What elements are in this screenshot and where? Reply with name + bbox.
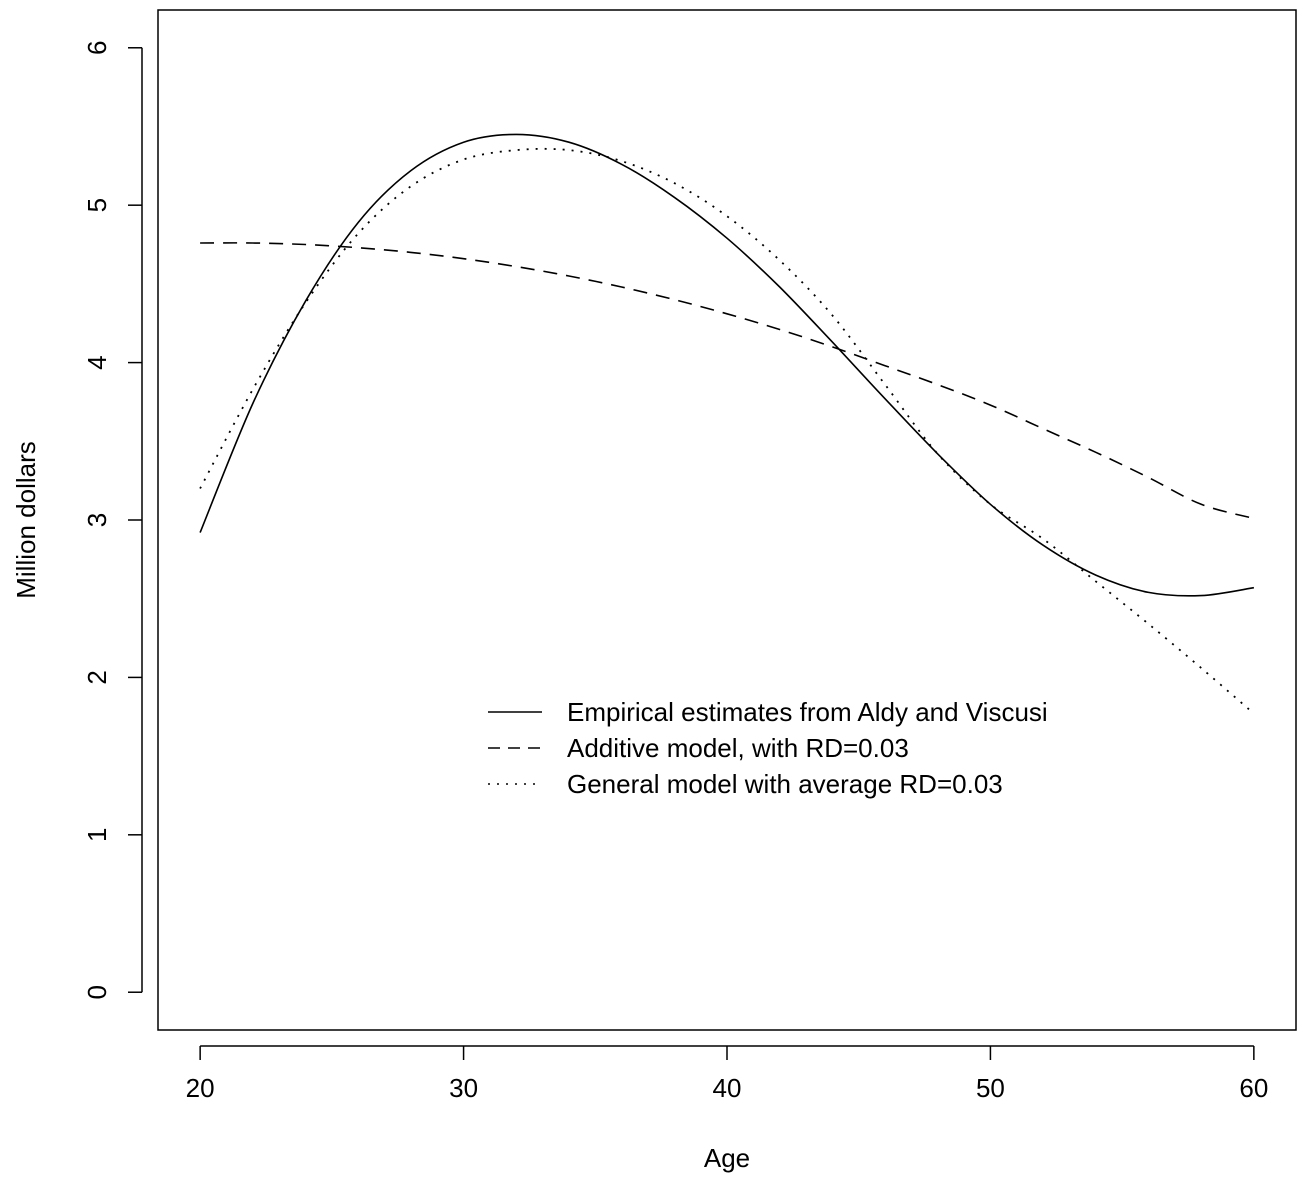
legend: Empirical estimates from Aldy and Viscus… bbox=[488, 697, 1048, 799]
legend-label-2: Additive model, with RD=0.03 bbox=[567, 733, 909, 763]
x-tick-label: 20 bbox=[186, 1073, 215, 1103]
y-tick-label: 4 bbox=[82, 355, 112, 369]
y-axis-title: Million dollars bbox=[11, 441, 41, 599]
legend-label-1: Empirical estimates from Aldy and Viscus… bbox=[567, 697, 1048, 727]
plot-frame bbox=[157, 9, 1297, 1031]
x-tick-label: 50 bbox=[976, 1073, 1005, 1103]
series-line-1 bbox=[199, 133, 1255, 597]
y-tick-label: 3 bbox=[82, 513, 112, 527]
x-axis: 20 30 40 50 60 bbox=[186, 1045, 1268, 1103]
x-tick-label: 60 bbox=[1239, 1073, 1268, 1103]
y-tick-label: 2 bbox=[82, 670, 112, 684]
y-axis: 0 1 2 3 4 5 6 bbox=[82, 41, 143, 999]
x-axis-title: Age bbox=[704, 1143, 750, 1173]
series-line-3 bbox=[199, 147, 1255, 715]
y-tick-label: 1 bbox=[82, 828, 112, 842]
x-tick-label: 40 bbox=[713, 1073, 742, 1103]
y-tick-label: 5 bbox=[82, 198, 112, 212]
legend-label-3: General model with average RD=0.03 bbox=[567, 769, 1003, 799]
y-tick-label: 0 bbox=[82, 985, 112, 999]
y-tick-label: 6 bbox=[82, 41, 112, 55]
series-layer bbox=[199, 133, 1255, 715]
series-line-2 bbox=[200, 242, 1255, 520]
x-tick-label: 30 bbox=[449, 1073, 478, 1103]
